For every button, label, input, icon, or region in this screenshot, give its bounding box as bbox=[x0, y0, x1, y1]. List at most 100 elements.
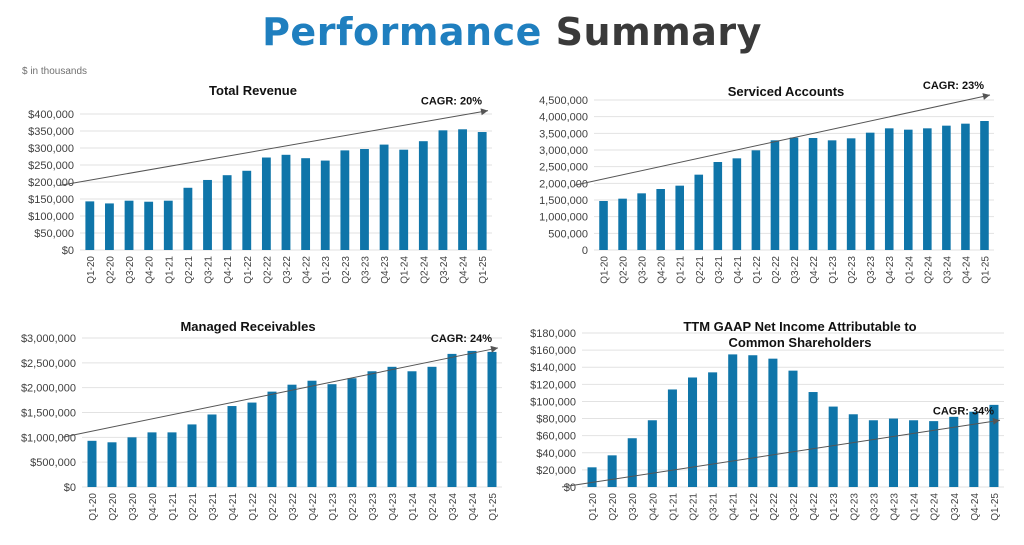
y-tick-label: $350,000 bbox=[28, 126, 74, 138]
bar bbox=[147, 432, 157, 487]
x-tick-label: Q4-22 bbox=[809, 493, 820, 521]
bar bbox=[748, 355, 758, 487]
trend-arrowhead bbox=[490, 345, 498, 353]
bar bbox=[607, 455, 617, 487]
x-tick-label: Q2-24 bbox=[930, 493, 941, 521]
x-tick-label: Q1-23 bbox=[328, 493, 339, 521]
y-tick-label: $150,000 bbox=[28, 194, 74, 206]
bar bbox=[105, 203, 114, 250]
x-tick-label: Q4-24 bbox=[961, 256, 972, 284]
bar bbox=[379, 144, 389, 250]
bar bbox=[647, 420, 657, 487]
x-tick-label: Q2-21 bbox=[695, 256, 706, 284]
x-tick-label: Q3-20 bbox=[628, 493, 639, 521]
bar bbox=[789, 137, 799, 250]
y-tick-label: $80,000 bbox=[536, 414, 576, 426]
bar bbox=[227, 406, 237, 487]
x-tick-label: Q1-24 bbox=[408, 493, 419, 521]
bar bbox=[183, 187, 193, 250]
x-tick-label: Q1-20 bbox=[588, 493, 599, 521]
y-tick-label: $1,000,000 bbox=[21, 432, 76, 444]
x-tick-label: Q4-23 bbox=[889, 493, 900, 521]
x-tick-label: Q3-24 bbox=[448, 493, 459, 521]
x-tick-label: Q4-21 bbox=[729, 493, 740, 521]
x-tick-label: Q1-25 bbox=[488, 493, 499, 521]
trend-line bbox=[561, 419, 1001, 488]
bar bbox=[487, 351, 497, 487]
cagr-label: CAGR: 20% bbox=[421, 96, 482, 108]
bar bbox=[751, 150, 761, 250]
bar bbox=[418, 141, 428, 250]
x-tick-label: Q4-23 bbox=[885, 256, 896, 284]
x-tick-label: Q3-24 bbox=[439, 256, 450, 284]
trend-line bbox=[61, 347, 499, 438]
x-tick-label: Q2-20 bbox=[608, 493, 619, 521]
x-tick-label: Q2-21 bbox=[184, 256, 195, 284]
bar bbox=[808, 138, 818, 250]
bar bbox=[301, 158, 311, 250]
x-tick-label: Q4-24 bbox=[970, 493, 981, 521]
bar bbox=[618, 198, 627, 250]
bar bbox=[320, 160, 330, 250]
y-tick-label: $0 bbox=[64, 482, 76, 494]
y-tick-label: 2,000,000 bbox=[539, 178, 588, 190]
bar bbox=[942, 125, 951, 250]
x-tick-label: Q2-22 bbox=[769, 493, 780, 521]
x-tick-label: Q3-24 bbox=[942, 256, 953, 284]
x-tick-label: Q3-21 bbox=[714, 256, 725, 284]
bar bbox=[242, 170, 252, 250]
bar bbox=[884, 128, 894, 250]
y-tick-label: $400,000 bbox=[28, 109, 74, 121]
y-tick-label: $0 bbox=[564, 482, 576, 494]
x-tick-label: Q4-22 bbox=[302, 256, 313, 284]
x-tick-label: Q2-24 bbox=[419, 256, 430, 284]
bar bbox=[438, 130, 448, 250]
bar bbox=[656, 189, 665, 250]
bar bbox=[387, 366, 397, 487]
bar bbox=[627, 438, 637, 487]
x-tick-label: Q4-23 bbox=[388, 493, 399, 521]
x-tick-label: Q4-21 bbox=[228, 493, 239, 521]
net-income-chart: TTM GAAP Net Income Attributable toCommo… bbox=[530, 319, 1004, 521]
x-tick-label: Q2-24 bbox=[428, 493, 439, 521]
x-tick-label: Q1-25 bbox=[980, 256, 991, 284]
x-tick-label: Q2-21 bbox=[188, 493, 199, 521]
x-tick-label: Q2-23 bbox=[847, 256, 858, 284]
y-tick-label: 3,500,000 bbox=[539, 128, 588, 140]
bar bbox=[127, 437, 137, 487]
y-tick-label: $500,000 bbox=[30, 457, 76, 469]
bar bbox=[961, 123, 970, 250]
y-tick-label: $160,000 bbox=[530, 345, 576, 357]
bar bbox=[281, 154, 291, 250]
x-tick-label: Q3-23 bbox=[368, 493, 379, 521]
x-tick-label: Q1-25 bbox=[478, 256, 489, 284]
x-tick-label: Q1-24 bbox=[400, 256, 411, 284]
x-tick-label: Q4-24 bbox=[468, 493, 479, 521]
bar bbox=[261, 157, 271, 250]
x-tick-label: Q3-20 bbox=[128, 493, 139, 521]
cagr-label: CAGR: 24% bbox=[431, 333, 492, 345]
x-tick-label: Q1-22 bbox=[248, 493, 259, 521]
bar bbox=[808, 392, 818, 487]
bar bbox=[203, 179, 212, 250]
y-tick-label: 1,000,000 bbox=[539, 212, 588, 224]
y-tick-label: $1,500,000 bbox=[21, 408, 76, 420]
bar bbox=[848, 414, 858, 487]
y-tick-label: $2,500,000 bbox=[21, 358, 76, 370]
x-tick-label: Q2-22 bbox=[771, 256, 782, 284]
x-tick-label: Q1-20 bbox=[86, 256, 97, 284]
bar bbox=[675, 185, 684, 250]
x-tick-label: Q1-22 bbox=[243, 256, 254, 284]
cagr-label: CAGR: 23% bbox=[923, 80, 984, 92]
trend-arrowhead bbox=[992, 417, 1000, 425]
bar bbox=[407, 371, 417, 487]
y-tick-label: $50,000 bbox=[34, 228, 74, 240]
bar bbox=[347, 378, 357, 487]
bar bbox=[694, 174, 704, 250]
x-tick-label: Q4-20 bbox=[148, 493, 159, 521]
bar bbox=[107, 442, 117, 487]
x-tick-label: Q1-21 bbox=[164, 256, 175, 284]
bar bbox=[827, 140, 837, 250]
page-title-blue: Performance bbox=[262, 10, 542, 54]
y-tick-label: 4,500,000 bbox=[539, 95, 588, 107]
